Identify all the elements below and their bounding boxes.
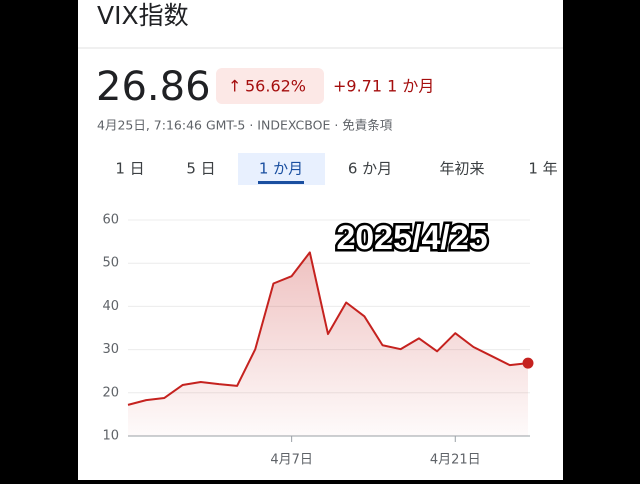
y-tick-label: 20 <box>102 385 119 400</box>
title: VIX指数 <box>97 1 189 30</box>
change-period: +9.71 1 か月 <box>333 77 434 96</box>
y-tick-label: 40 <box>102 299 119 314</box>
y-tick-label: 60 <box>102 213 119 228</box>
chart: 10 20 30 40 50 60 4月7日 4月21日 2025/4/25 <box>102 213 534 468</box>
change-badge <box>216 68 324 104</box>
y-tick-label: 10 <box>102 429 119 444</box>
y-tick-label: 30 <box>102 342 119 357</box>
tab[interactable]: 1 日 <box>115 160 144 178</box>
tab[interactable]: 1 年 <box>528 160 557 178</box>
tabs: 1 日 5 日 1 か月 6 か月 年初来 1 年 <box>115 153 558 185</box>
tab-underline <box>258 181 304 184</box>
y-tick-label: 50 <box>102 256 119 271</box>
annotation: 2025/4/25 <box>336 219 487 257</box>
tab[interactable]: 6 か月 <box>348 160 392 178</box>
price: 26.86 <box>96 64 211 110</box>
tab-selected-bg <box>238 153 325 185</box>
tab[interactable]: 年初来 <box>439 160 484 178</box>
x-tick-label: 4月7日 <box>270 453 313 468</box>
change-percent: 56.62% <box>245 77 306 96</box>
end-dot <box>522 357 534 369</box>
tab[interactable]: 5 日 <box>186 160 215 178</box>
x-tick-label: 4月21日 <box>430 453 481 468</box>
line <box>127 251 529 406</box>
tab[interactable]: 1 か月 <box>259 160 303 178</box>
area <box>128 252 528 436</box>
meta: 4月25日, 7:16:46 GMT-5 · INDEXCBOE · 免責条項 <box>97 118 393 133</box>
arrow-icon: ↑ <box>228 77 241 96</box>
